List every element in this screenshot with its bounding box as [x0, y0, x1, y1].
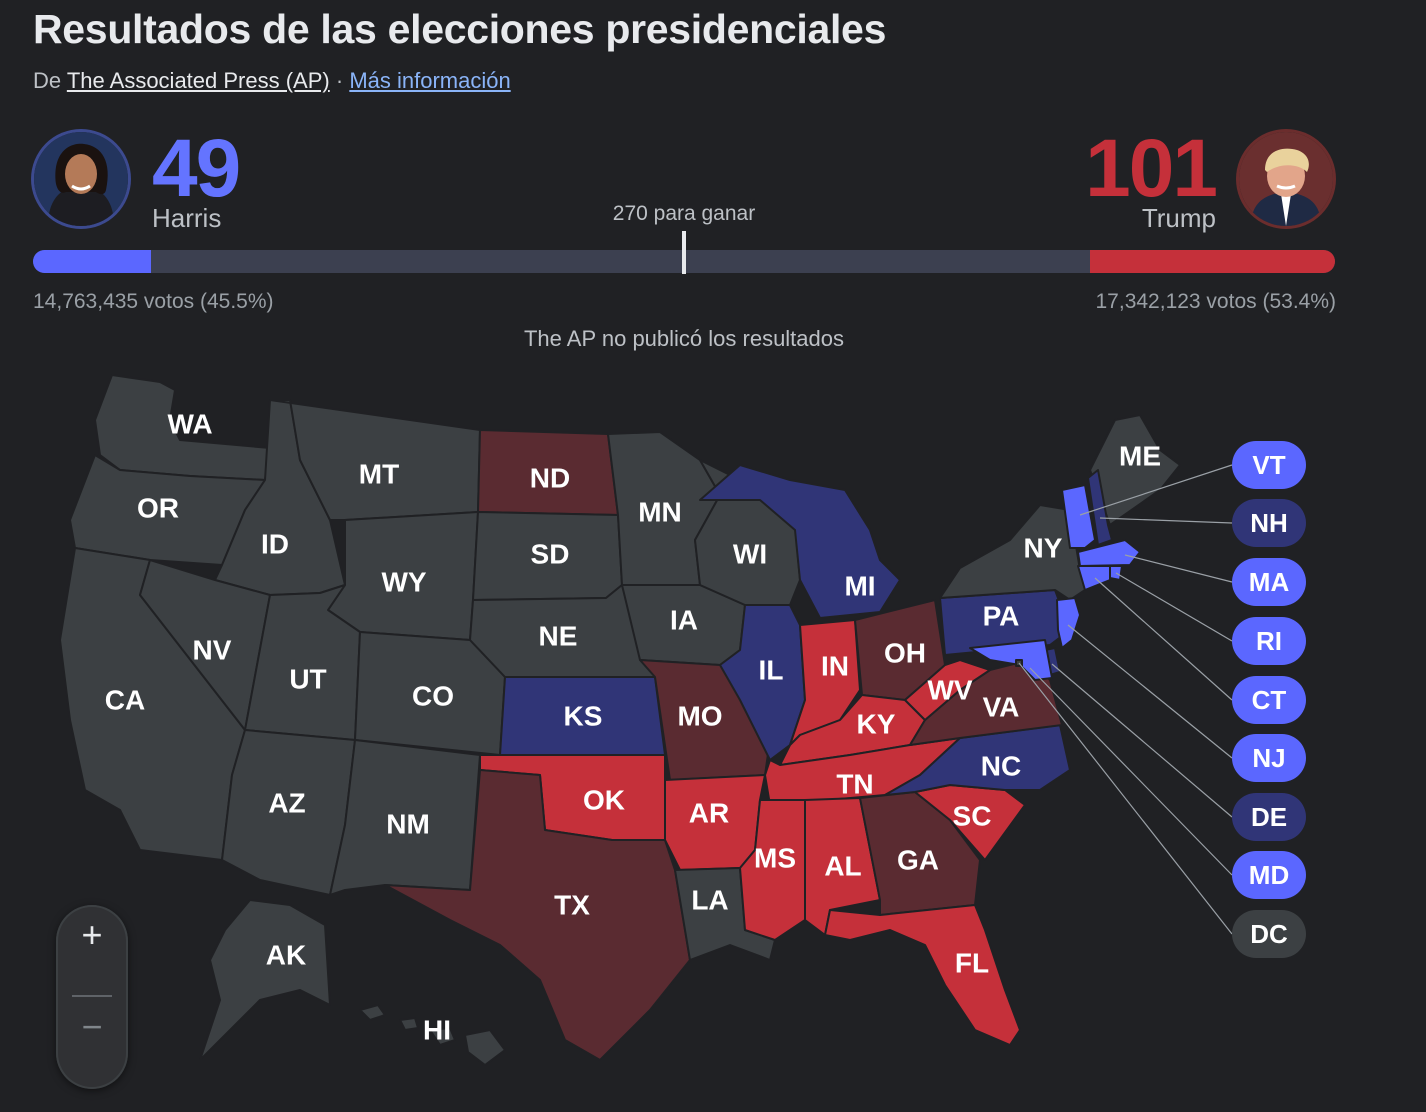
state-label-il: IL [759, 654, 784, 685]
state-chip-de[interactable]: DE [1232, 793, 1306, 841]
state-label-mo: MO [677, 700, 722, 731]
state-chip-ma[interactable]: MA [1232, 558, 1306, 606]
more-info-link[interactable]: Más información [349, 68, 511, 93]
leader-line-vt [1079, 464, 1233, 516]
state-label-hi: HI [423, 1014, 451, 1045]
state-nc[interactable] [884, 724, 1071, 796]
state-label-wi: WI [733, 538, 767, 569]
leader-line-ri [1115, 572, 1233, 642]
state-label-fl: FL [955, 947, 989, 978]
trump-avatar [1239, 132, 1333, 226]
state-label-ny: NY [1024, 532, 1063, 563]
state-wv[interactable] [904, 659, 991, 721]
state-label-nm: NM [386, 808, 430, 839]
leader-line-dc [1018, 662, 1233, 935]
harris-electoral-votes: 49 [152, 123, 241, 214]
state-label-mn: MN [638, 496, 682, 527]
state-label-ms: MS [754, 842, 796, 873]
state-label-nc: NC [981, 750, 1021, 781]
state-label-ga: GA [897, 844, 939, 875]
state-nj[interactable] [1056, 597, 1081, 649]
state-label-ne: NE [539, 620, 578, 651]
harris-name: Harris [152, 203, 222, 233]
harris-avatar [34, 132, 128, 226]
state-tx[interactable] [384, 769, 691, 1061]
state-label-id: ID [261, 528, 289, 559]
state-label-sd: SD [531, 538, 570, 569]
state-label-ar: AR [689, 797, 729, 828]
state-mi[interactable] [699, 464, 901, 619]
trump-name: Trump [1141, 203, 1216, 233]
state-chip-ct[interactable]: CT [1232, 676, 1306, 724]
state-nm[interactable] [329, 739, 481, 896]
state-label-pa: PA [983, 600, 1020, 631]
state-ak[interactable] [199, 899, 331, 1061]
state-label-va: VA [983, 691, 1020, 722]
state-chip-md[interactable]: MD [1232, 851, 1306, 899]
harris-progress-fill [33, 250, 152, 273]
state-label-or: OR [137, 492, 179, 523]
state-label-wv: WV [927, 674, 972, 705]
state-label-nd: ND [530, 462, 570, 493]
state-label-nv: NV [193, 634, 232, 665]
state-chip-ri[interactable]: RI [1232, 617, 1306, 665]
state-chip-vt[interactable]: VT [1232, 441, 1306, 489]
trump-progress-fill [1090, 250, 1335, 273]
leader-line-ma [1124, 554, 1233, 583]
state-label-mi: MI [844, 570, 875, 601]
zoom-out-button[interactable]: − [81, 1006, 103, 1047]
state-label-tx: TX [554, 889, 590, 920]
state-ma[interactable] [1077, 539, 1141, 567]
page-title: Resultados de las elecciones presidencia… [33, 6, 887, 52]
source-prefix: De [33, 68, 62, 93]
state-label-az: AZ [268, 787, 305, 818]
to-win-label: 270 para ganar [612, 202, 756, 225]
source-separator: · [335, 68, 344, 93]
state-fl[interactable] [824, 904, 1021, 1046]
state-ny[interactable] [939, 504, 1086, 601]
zoom-in-button[interactable]: + [81, 914, 103, 955]
state-label-ok: OK [583, 784, 625, 815]
state-label-ks: KS [564, 700, 603, 731]
state-label-sc: SC [953, 800, 992, 831]
state-label-ak: AK [266, 939, 306, 970]
trump-electoral-votes: 101 [1085, 123, 1218, 214]
zoom-control: + − [56, 905, 128, 1089]
state-label-oh: OH [884, 637, 926, 668]
results-notice: The AP no publicó los resultados [523, 326, 845, 351]
state-label-mt: MT [359, 458, 399, 489]
state-label-co: CO [412, 680, 454, 711]
source-line: De The Associated Press (AP) · Más infor… [33, 68, 511, 94]
source-link[interactable]: The Associated Press (AP) [66, 68, 330, 93]
leader-line-md [1029, 667, 1233, 876]
state-chip-dc[interactable]: DC [1232, 910, 1306, 958]
zoom-divider [72, 995, 112, 997]
state-chip-nj[interactable]: NJ [1232, 734, 1306, 782]
state-label-in: IN [821, 650, 849, 681]
state-ct[interactable] [1077, 565, 1111, 591]
state-label-ut: UT [289, 663, 326, 694]
state-label-la: LA [691, 884, 728, 915]
state-label-al: AL [824, 850, 861, 881]
leader-line-de [1051, 663, 1233, 818]
state-label-tn: TN [836, 768, 873, 799]
state-label-ky: KY [857, 708, 896, 739]
state-label-wy: WY [381, 566, 426, 597]
harris-popular-votes: 14,763,435 votos (45.5%) [33, 290, 274, 313]
state-label-me: ME [1119, 440, 1161, 471]
state-nh[interactable] [1087, 469, 1113, 546]
leader-line-ct [1094, 577, 1233, 701]
state-chip-nh[interactable]: NH [1232, 499, 1306, 547]
leader-line-nj [1067, 624, 1233, 759]
state-il[interactable] [719, 604, 806, 761]
state-hi[interactable] [359, 1004, 506, 1066]
state-vt[interactable] [1061, 484, 1096, 549]
state-label-ca: CA [105, 684, 145, 715]
state-label-wa: WA [167, 408, 212, 439]
trump-popular-votes: 17,342,123 votos (53.4%) [1095, 290, 1337, 313]
state-label-ia: IA [670, 604, 698, 635]
win-threshold-marker [682, 231, 686, 274]
leader-line-nh [1099, 517, 1233, 524]
